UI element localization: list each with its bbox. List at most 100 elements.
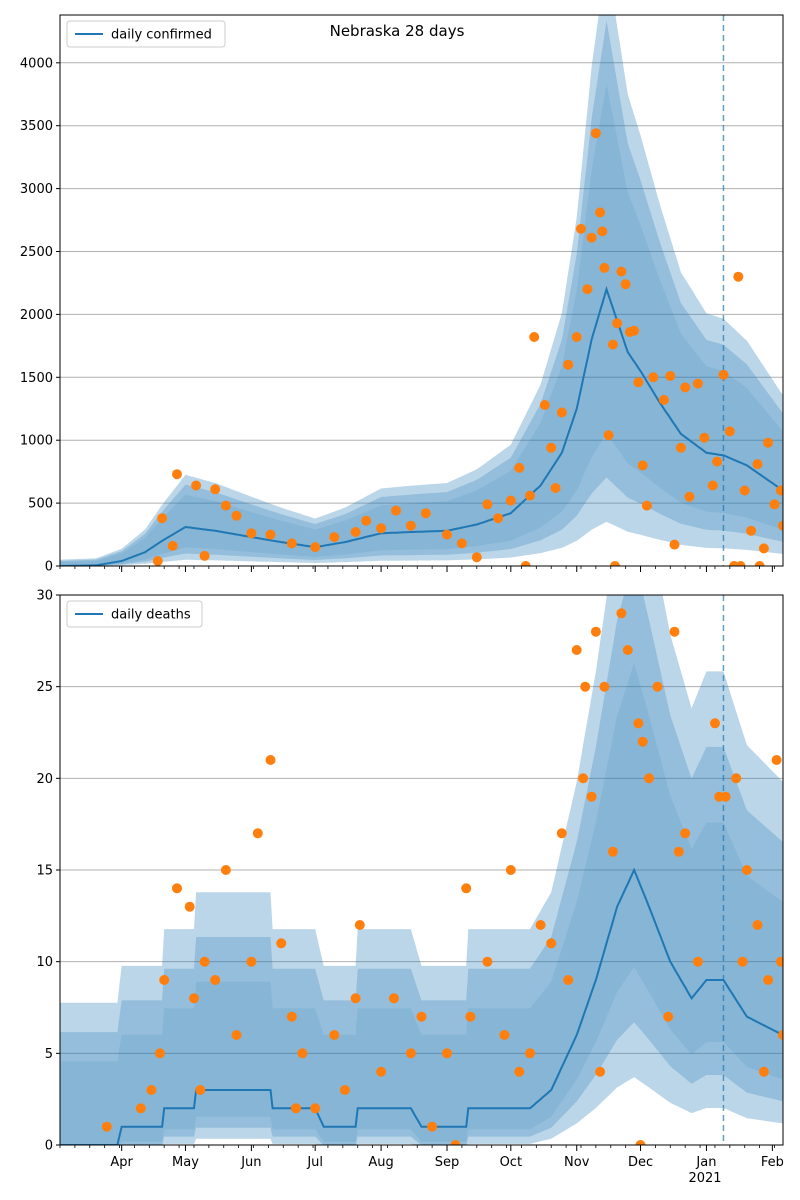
y-tick-label: 5	[45, 1047, 53, 1062]
observations	[152, 128, 783, 566]
observation-point	[471, 552, 482, 563]
observation-point	[167, 540, 178, 551]
observation-point	[525, 490, 535, 501]
observation-point	[505, 865, 516, 875]
observation-point	[310, 542, 321, 553]
y-tick-label: 15	[36, 864, 53, 879]
observation-point	[350, 527, 361, 537]
observation-point	[461, 883, 472, 894]
median-line	[60, 867, 783, 1145]
observation-point	[152, 556, 163, 566]
observation-point	[599, 262, 610, 273]
y-tick-label: 1500	[20, 371, 53, 386]
observation-point	[199, 956, 210, 967]
x-tick-label: May	[172, 1155, 199, 1170]
observations	[101, 608, 783, 1145]
x-tick-label: Oct	[500, 1155, 522, 1170]
observation-point	[350, 993, 361, 1004]
y-tick-label: 25	[36, 680, 53, 695]
observation-point	[673, 846, 684, 857]
plot-frame	[59, 14, 784, 567]
observation-point	[535, 920, 546, 930]
x-tick-label: Jun	[240, 1155, 261, 1170]
observation-point	[157, 513, 168, 524]
observation-point	[735, 561, 746, 566]
band-0.32	[60, 663, 783, 1145]
observation-point	[493, 513, 504, 524]
observation-point	[620, 279, 631, 290]
observation-point	[388, 993, 399, 1004]
observation-point	[576, 223, 586, 234]
observation-point	[376, 1066, 387, 1077]
observation-point	[637, 460, 648, 471]
observation-point	[712, 456, 723, 467]
observation-point	[184, 901, 195, 912]
observation-point	[633, 377, 644, 388]
observation-point	[556, 828, 567, 839]
observation-point	[101, 1121, 112, 1132]
observation-point	[692, 956, 703, 967]
median-line	[60, 285, 783, 566]
observation-point	[339, 1085, 350, 1095]
observation-point	[763, 437, 774, 448]
observation-point	[778, 1030, 783, 1040]
observation-point	[291, 1103, 301, 1114]
observation-point	[775, 956, 783, 967]
observation-point	[231, 510, 242, 521]
observation-point	[590, 128, 601, 139]
observation-point	[329, 1030, 340, 1040]
band-0.68	[60, 20, 783, 566]
chart-title: Nebraska 28 days	[330, 22, 465, 40]
observation-point	[297, 1048, 308, 1059]
observation-point	[246, 956, 257, 967]
observation-point	[680, 382, 691, 393]
x-tick-label: Feb	[761, 1155, 784, 1170]
observation-point	[442, 529, 452, 540]
observation-point	[191, 480, 202, 491]
observation-point	[405, 1048, 416, 1059]
x-tick-label: Nov	[564, 1155, 590, 1170]
observation-point	[586, 791, 597, 802]
observation-point	[752, 459, 763, 470]
legend: daily confirmed	[66, 20, 226, 48]
observation-point	[465, 1011, 476, 1022]
observation-point	[159, 975, 170, 985]
observation-point	[612, 318, 623, 329]
observation-point	[505, 495, 516, 506]
y-tick-label: 2000	[20, 308, 53, 323]
y-tick-label: 20	[36, 772, 53, 787]
y-tick-label: 3500	[20, 119, 53, 134]
y-tick-label: 1000	[20, 434, 53, 449]
observation-point	[361, 515, 372, 526]
observation-point	[607, 846, 618, 857]
observation-point	[739, 485, 750, 496]
y-tick-label: 30	[36, 589, 53, 604]
observation-point	[663, 1011, 674, 1022]
observation-point	[556, 407, 567, 418]
observation-point	[616, 266, 627, 277]
observation-point	[641, 500, 652, 511]
observation-point	[529, 332, 540, 342]
observation-point	[442, 1048, 452, 1059]
x-tick-label: Sep	[435, 1155, 460, 1170]
observation-point	[450, 1140, 461, 1145]
observation-point	[684, 491, 695, 502]
year-label: 2021	[688, 1171, 721, 1186]
observation-point	[669, 626, 680, 637]
observation-point	[482, 956, 493, 967]
observation-point	[146, 1085, 157, 1095]
observation-point	[707, 480, 718, 491]
legend-box	[66, 20, 226, 48]
observation-point	[607, 339, 618, 350]
legend-box	[66, 600, 203, 628]
observation-point	[595, 1066, 606, 1077]
observation-point	[763, 975, 774, 985]
observation-point	[754, 561, 765, 566]
x-tick-label: Jan	[695, 1155, 716, 1170]
observation-point	[648, 372, 659, 383]
observation-point	[525, 1048, 535, 1059]
observation-point	[652, 681, 663, 692]
x-tick-label: Dec	[628, 1155, 653, 1170]
observation-point	[586, 232, 597, 243]
